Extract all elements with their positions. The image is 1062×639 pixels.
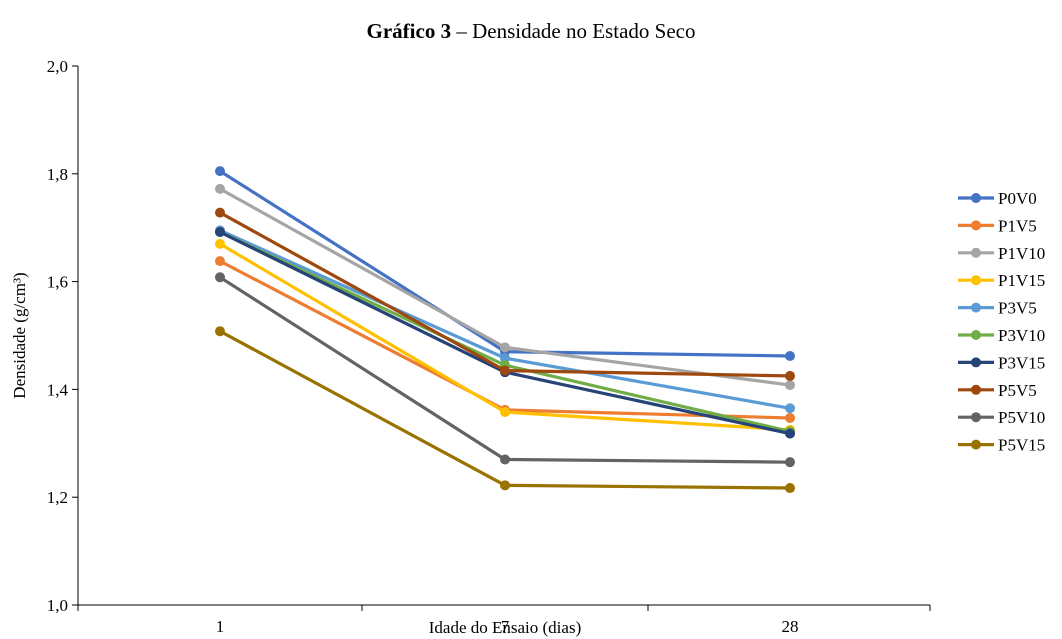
legend-swatch-marker [971,193,981,203]
data-point [500,365,510,376]
legend: P0V0 P1V5 P1V10 P1V15 P3V5 P3V10 P3V15 P5V5 P5V1… [958,189,1045,455]
data-point [215,238,225,249]
data-point [500,480,510,491]
legend-label: P5V15 [998,436,1045,455]
series-p5v15 [215,326,795,494]
y-tick-label: 1,2 [47,488,68,507]
data-point [785,483,795,494]
y-tick-label: 1,0 [47,596,68,615]
data-point [500,454,510,465]
legend-swatch-marker [971,439,981,450]
series-p0v0 [215,166,795,361]
legend-item-p0v0: P0V0 [958,189,1037,208]
axes: 1,0 1,2 1,4 1,6 1,8 2,0 1 7 28 Idade do Ensaio (d… [10,57,931,637]
legend-label: P3V15 [998,353,1045,372]
data-point [215,326,225,337]
series-p5v10 [215,272,795,468]
legend-label: P1V10 [998,244,1045,263]
legend-label: P3V5 [998,299,1037,318]
legend-label: P0V0 [998,189,1037,208]
data-point [500,407,510,418]
legend-item-p5v10: P5V10 [958,408,1045,427]
series-p1v5 [215,256,795,423]
series-p3v5 [215,225,795,414]
y-tick-label: 1,6 [47,273,68,292]
legend-swatch-marker [971,247,981,258]
data-point [215,183,225,194]
chart-title-bold: Gráfico 3 [366,19,452,43]
legend-label: P5V5 [998,381,1037,400]
legend-swatch-marker [971,357,981,368]
legend-item-p3v5: P3V5 [958,299,1037,318]
legend-label: P3V10 [998,326,1045,345]
x-tick-label: 28 [782,617,799,636]
legend-label: P5V10 [998,408,1045,427]
legend-label: P1V15 [998,271,1045,290]
data-point [785,380,795,391]
legend-item-p5v15: P5V15 [958,436,1045,455]
data-point [215,207,225,218]
chart-title: Gráfico 3 – Densidade no Estado Seco [0,19,1062,44]
legend-item-p1v10: P1V10 [958,244,1045,263]
legend-item-p5v5: P5V5 [958,381,1037,400]
data-point [215,272,225,283]
data-point [500,353,510,364]
legend-item-p3v10: P3V10 [958,326,1045,345]
data-point [215,256,225,267]
legend-label: P1V5 [998,216,1037,235]
legend-item-p3v15: P3V15 [958,353,1045,372]
series-line [219,169,791,358]
legend-swatch-marker [971,384,981,395]
data-point [500,342,510,353]
series-layer [215,166,795,494]
legend-swatch-marker [971,275,981,286]
chart-title-rest: – Densidade no Estado Seco [451,19,696,43]
data-point [215,227,225,238]
x-tick-label: 1 [216,617,225,636]
y-tick-label: 1,8 [47,165,68,184]
y-tick-label: 1,4 [47,380,69,399]
data-point [215,166,225,177]
x-axis-title: Idade do Ensaio (dias) [429,618,581,637]
series-p1v10 [215,183,795,391]
legend-item-p1v15: P1V15 [958,271,1045,290]
data-point [785,403,795,414]
legend-item-p1v5: P1V5 [958,216,1037,235]
data-point [785,350,795,361]
y-tick-label: 2,0 [47,57,68,76]
x-tick-label: 7 [501,617,510,636]
legend-swatch-marker [971,302,981,313]
legend-swatch-marker [971,330,981,340]
data-point [785,412,795,423]
data-point [785,428,795,439]
data-point [785,370,795,381]
series-p5v5 [215,207,795,381]
legend-swatch-marker [971,220,981,231]
y-axis-title: Densidade (g/cm³) [10,272,29,398]
series-line [219,228,791,410]
legend-swatch-marker [971,412,981,423]
data-point [785,457,795,468]
